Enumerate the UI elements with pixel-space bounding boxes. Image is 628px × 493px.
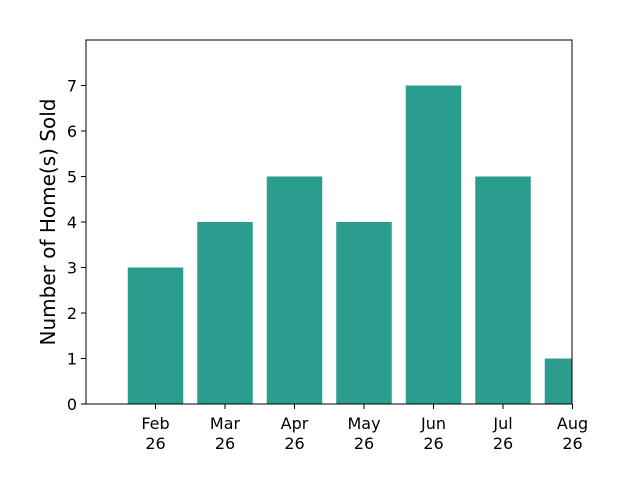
bar-apr [266, 176, 323, 404]
y-tick-label: 3 [67, 259, 77, 278]
x-tick-label-month: Apr [281, 414, 309, 433]
y-tick-label: 7 [67, 77, 77, 96]
bar-aug [544, 358, 572, 404]
bar-mar [197, 222, 253, 404]
bar-may [336, 222, 392, 404]
x-tick-label-year: 26 [354, 434, 374, 453]
x-tick-label-month: Jul [492, 414, 512, 433]
y-axis-label: Number of Home(s) Sold [36, 99, 60, 346]
x-tick-label-year: 26 [145, 434, 165, 453]
bar-feb [127, 267, 184, 404]
x-tick-label-year: 26 [284, 434, 304, 453]
x-tick-label-month: Feb [141, 414, 169, 433]
x-tick-label-year: 26 [215, 434, 235, 453]
x-tick-label-month: Mar [210, 414, 241, 433]
y-tick-label: 4 [67, 213, 77, 232]
y-tick-label: 0 [67, 395, 77, 414]
x-tick-label-month: May [347, 414, 380, 433]
x-tick-label-month: Jun [420, 414, 446, 433]
y-tick-label: 2 [67, 304, 77, 323]
y-tick-label: 1 [67, 350, 77, 369]
x-tick-label-month: Aug [557, 414, 588, 433]
x-tick-label-year: 26 [562, 434, 582, 453]
bar-jul [475, 176, 531, 404]
x-tick-label-year: 26 [493, 434, 513, 453]
bar-jun [405, 85, 462, 404]
bars [127, 85, 572, 404]
x-tick-label-year: 26 [423, 434, 443, 453]
y-tick-label: 6 [67, 122, 77, 141]
y-tick-label: 5 [67, 168, 77, 187]
y-axis: 0 1 2 3 4 5 6 7 [67, 77, 86, 414]
